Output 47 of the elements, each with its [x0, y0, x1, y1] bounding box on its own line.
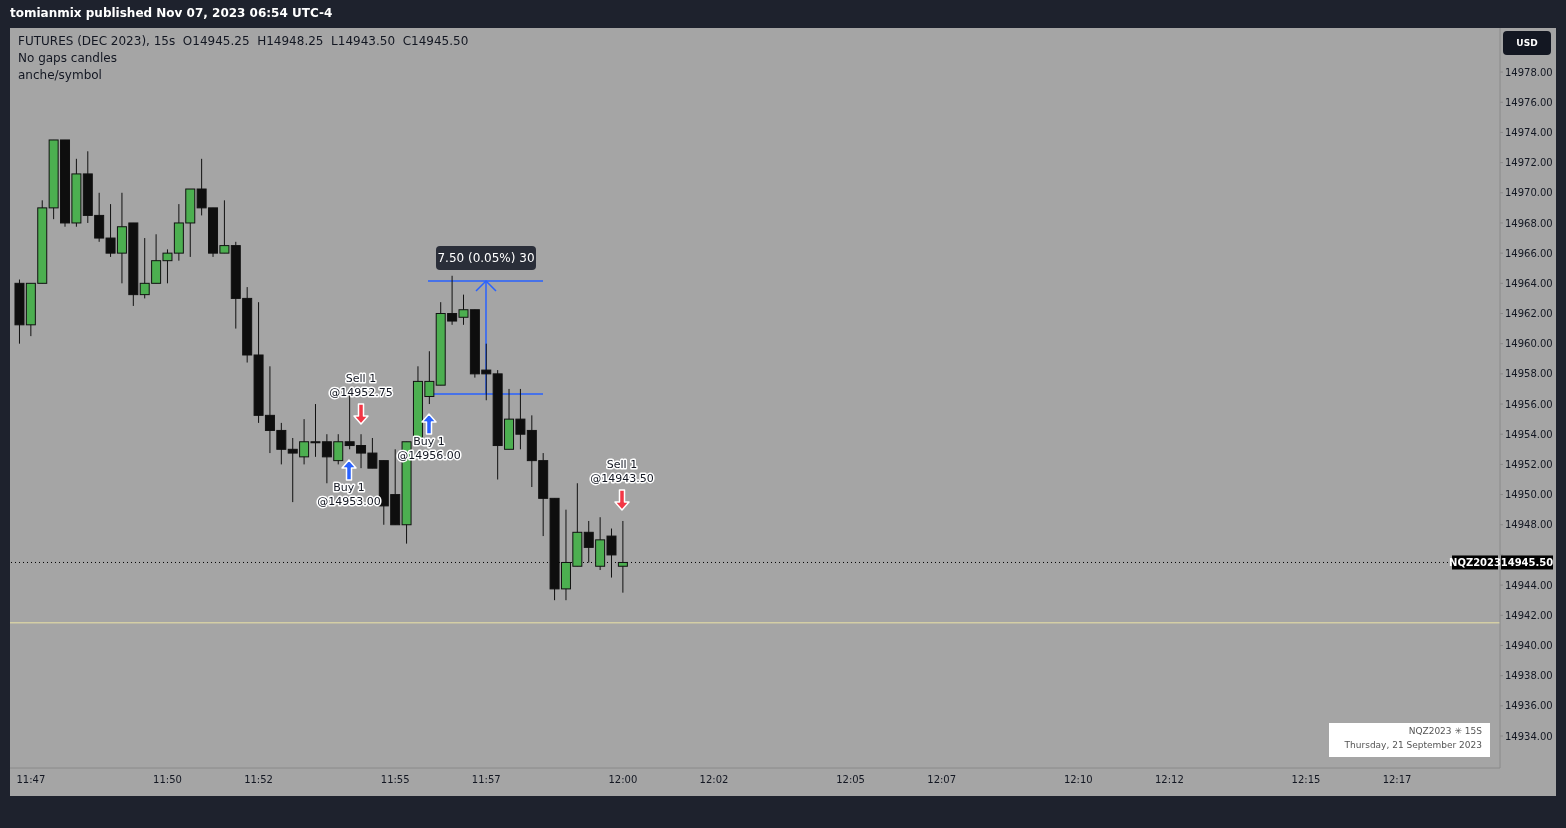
- y-tick-label: 14976.00: [1505, 96, 1553, 108]
- text: No gaps candles: [18, 51, 117, 65]
- x-tick-label: 11:52: [244, 774, 273, 786]
- candlestick: [617, 520, 628, 594]
- y-tick-label: 14954.00: [1505, 428, 1553, 440]
- annotation: Thursday, 21 September 2023: [1343, 740, 1482, 750]
- y-tick-label: 14942.00: [1505, 609, 1553, 621]
- y-tick-label: 14944.00: [1505, 579, 1553, 591]
- y-tick-label: 14966.00: [1505, 247, 1553, 259]
- x-tick-label: 12:07: [927, 774, 957, 786]
- y-tick-label: 14960.00: [1505, 338, 1553, 350]
- text: USD: [1503, 31, 1551, 55]
- y-tick-label: 14970.00: [1505, 187, 1553, 199]
- y-tick-label: 14948.00: [1505, 519, 1553, 531]
- y-tick-label: 14950.00: [1505, 489, 1553, 501]
- annotation: NQZ2023 ✳ 15S: [1407, 726, 1482, 736]
- y-tick-label: 14956.00: [1505, 398, 1553, 410]
- y-tick-label: 14936.00: [1505, 700, 1553, 712]
- x-tick-label: 12:05: [836, 774, 865, 786]
- text: FUTURES (DEC 2023), 15s O14945.25 H14948.25 L14943.50 C14945.50: [18, 34, 469, 48]
- annotation: anche/symbol: [18, 68, 102, 82]
- annotation: Sell 1 @14943.50: [590, 458, 654, 485]
- x-tick-label: 12:02: [699, 774, 729, 786]
- x-tick-label: 12:15: [1291, 774, 1321, 786]
- y-tick-label: 14962.00: [1505, 308, 1553, 320]
- y-tick-label: 14964.00: [1505, 277, 1553, 289]
- x-tick-label: 12:12: [1154, 774, 1184, 786]
- y-tick-label: 14958.00: [1505, 368, 1553, 380]
- y-tick-label: 14972.00: [1505, 157, 1553, 169]
- y-tick-label: 14968.00: [1505, 217, 1553, 229]
- x-tick-label: 12:10: [1063, 774, 1093, 786]
- x-tick-label: 11:55: [380, 774, 410, 786]
- annotation: 7.50 (0.05%) 30: [437, 251, 535, 265]
- info-panel: NQZ2023 ✳ 15S Thursday, 21 September 2023: [1329, 723, 1490, 757]
- y-tick-label: 14974.00: [1505, 126, 1553, 138]
- x-tick-label: 12:17: [1382, 774, 1412, 786]
- x-tick-label: 11:50: [153, 774, 182, 786]
- x-tick-label: 11:47: [16, 774, 46, 786]
- y-tick-label: 14940.00: [1505, 640, 1553, 652]
- text: tomianmix published Nov 07, 2023 06:54 UTC-4: [10, 6, 333, 20]
- y-tick-label: 14978.00: [1505, 66, 1553, 78]
- x-tick-label: 12:00: [608, 774, 638, 786]
- x-tick-label: 11:57: [471, 774, 501, 786]
- y-tick-label: 14952.00: [1505, 458, 1553, 470]
- y-tick-label: 14934.00: [1505, 730, 1553, 742]
- text: 14945.50: [1500, 557, 1554, 569]
- y-tick-label: 14938.00: [1505, 670, 1553, 682]
